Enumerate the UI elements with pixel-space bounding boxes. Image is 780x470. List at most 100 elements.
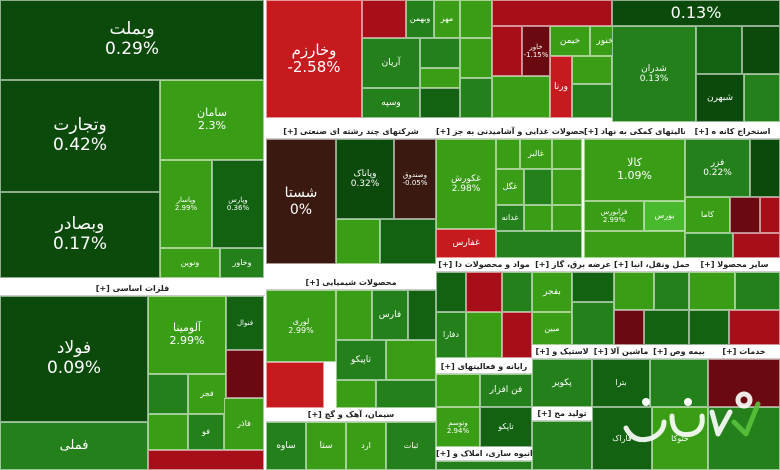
stock-tile-small[interactable]: [408, 290, 436, 340]
stock-tile-small[interactable]: [148, 414, 188, 450]
stock-tile[interactable]: آلومینا 2.99%: [148, 296, 226, 374]
sector-header[interactable]: [+] رایانه و فعالیتهای: [436, 360, 532, 374]
stock-tile[interactable]: وپارس 0.36%: [212, 160, 264, 248]
stock-tile-small[interactable]: [572, 272, 614, 302]
stock-tile[interactable]: وتجارت 0.42%: [0, 80, 160, 192]
stock-tile-small[interactable]: [420, 88, 460, 118]
stock-tile-small[interactable]: [614, 310, 644, 345]
stock-tile-small[interactable]: [654, 272, 689, 310]
stock-tile[interactable]: وبصادر 0.17%: [0, 192, 160, 278]
stock-tile-small[interactable]: [496, 231, 582, 258]
sector-header[interactable]: [+] بیمه وص: [650, 345, 708, 359]
stock-tile-small[interactable]: [492, 26, 522, 76]
stock-tile-small[interactable]: [572, 84, 612, 118]
sector-header[interactable]: [+] مواد و محصولات دا: [436, 258, 532, 272]
stock-tile-small[interactable]: [708, 407, 780, 470]
sector-header[interactable]: [+] ماشین آلا: [592, 345, 650, 359]
sector-header[interactable]: [+] انبوه سازی، املاک و: [436, 447, 532, 461]
stock-tile-small[interactable]: [460, 38, 492, 78]
stock-tile-small[interactable]: [420, 38, 460, 68]
stock-tile[interactable]: بفجر: [532, 272, 572, 312]
stock-tile[interactable]: فملی: [0, 422, 148, 470]
stock-tile[interactable]: شستا 0%: [266, 139, 336, 264]
stock-tile-small[interactable]: [148, 374, 188, 414]
stock-tile[interactable]: وسپه: [362, 88, 420, 118]
stock-tile-small[interactable]: [735, 272, 780, 310]
stock-tile[interactable]: شبهرن: [696, 74, 744, 122]
stock-tile-small[interactable]: [460, 0, 492, 38]
stock-tile[interactable]: ثبات: [386, 422, 436, 470]
stock-tile[interactable]: غدانه: [496, 205, 524, 231]
sector-header[interactable]: [+] فعالیتهای کمکی به نهاد: [584, 125, 685, 139]
stock-tile-small[interactable]: [689, 272, 735, 310]
stock-tile[interactable]: فن افزار: [480, 374, 532, 407]
stock-tile[interactable]: وبهمن: [406, 0, 434, 38]
stock-tile-small[interactable]: [466, 272, 502, 312]
stock-tile[interactable]: وپاناک 0.32%: [336, 139, 394, 219]
stock-tile[interactable]: ونوین: [160, 248, 220, 278]
stock-tile-small[interactable]: [496, 139, 520, 169]
stock-tile[interactable]: لوری 2.99%: [266, 290, 336, 362]
stock-tile-small[interactable]: [436, 461, 532, 470]
stock-tile-small[interactable]: [266, 362, 324, 408]
stock-tile[interactable]: فو: [188, 414, 224, 450]
sector-header[interactable]: [+] محصولات غذایی و آشامیدنی به جز: [436, 125, 584, 139]
stock-tile-small[interactable]: [380, 219, 436, 264]
stock-tile-small[interactable]: [436, 272, 466, 312]
stock-tile-small[interactable]: [386, 340, 436, 380]
stock-tile-small[interactable]: [502, 272, 532, 312]
stock-tile-small[interactable]: [492, 0, 612, 26]
stock-tile-small[interactable]: [644, 310, 689, 345]
stock-tile-small[interactable]: [742, 26, 780, 74]
stock-tile-small[interactable]: [336, 219, 380, 264]
stock-tile-small[interactable]: [689, 310, 729, 345]
stock-tile[interactable]: حتوکا: [652, 407, 708, 470]
stock-tile-small[interactable]: [696, 26, 742, 74]
sector-header[interactable]: [+] عرضه برق، گاز: [532, 258, 614, 272]
stock-tile-small[interactable]: [572, 302, 614, 345]
stock-tile[interactable]: وخاور: [220, 248, 264, 278]
stock-tile-small[interactable]: [420, 68, 460, 88]
stock-tile-small[interactable]: [492, 76, 550, 118]
stock-tile-small[interactable]: [614, 272, 654, 310]
stock-tile[interactable]: ارد: [346, 422, 386, 470]
stock-tile[interactable]: وپاسار 2.99%: [160, 160, 212, 248]
stock-tile-small[interactable]: [552, 169, 582, 205]
stock-tile[interactable]: فزر 0.22%: [685, 139, 750, 197]
stock-tile[interactable]: ساوه: [266, 422, 306, 470]
stock-tile-small[interactable]: [552, 139, 582, 169]
sector-header[interactable]: [+] محصولات شیمیایی: [266, 276, 436, 290]
stock-tile-small[interactable]: [524, 169, 552, 205]
stock-tile-small[interactable]: [744, 74, 780, 122]
stock-tile[interactable]: فنوال: [226, 296, 264, 350]
stock-tile-small[interactable]: [148, 450, 264, 470]
stock-tile[interactable]: ورنا: [550, 56, 572, 118]
stock-tile-small[interactable]: [708, 359, 780, 407]
stock-tile[interactable]: غالبر: [520, 139, 552, 169]
stock-tile-small[interactable]: [524, 205, 552, 231]
sector-header[interactable]: [+] فلزات اساسی: [0, 282, 265, 296]
stock-tile[interactable]: خیمن: [550, 26, 590, 56]
stock-tile-small[interactable]: [730, 197, 760, 233]
stock-tile[interactable]: فارس: [372, 290, 408, 340]
stock-tile-small[interactable]: [436, 374, 480, 407]
stock-tile[interactable]: وتوسم 2.94%: [436, 407, 480, 447]
stock-tile[interactable]: خاور -1.15%: [522, 26, 550, 76]
stock-tile[interactable]: غفارس: [436, 229, 496, 258]
stock-tile-small[interactable]: [750, 139, 780, 197]
stock-tile[interactable]: کالا 1.09%: [584, 139, 685, 201]
sector-header[interactable]: [+] لاستیک و: [532, 345, 592, 359]
stock-tile[interactable]: غگل: [496, 169, 524, 205]
stock-tile[interactable]: بترا: [592, 359, 650, 407]
stock-tile-small[interactable]: [733, 233, 780, 258]
stock-tile[interactable]: تاپیکو: [336, 340, 386, 380]
stock-tile[interactable]: فرابورس 2.99%: [584, 201, 644, 231]
stock-tile[interactable]: سامان 2.3%: [160, 80, 264, 160]
sector-header[interactable]: [+] خدمات: [708, 345, 780, 359]
sector-header[interactable]: [+] تولید مح: [532, 407, 592, 421]
stock-tile-small[interactable]: [460, 78, 492, 118]
stock-tile[interactable]: فاذر: [224, 398, 264, 450]
stock-tile[interactable]: پکویر: [532, 359, 592, 407]
stock-tile[interactable]: وبملت 0.29%: [0, 0, 264, 80]
stock-tile[interactable]: بورس: [644, 201, 685, 231]
